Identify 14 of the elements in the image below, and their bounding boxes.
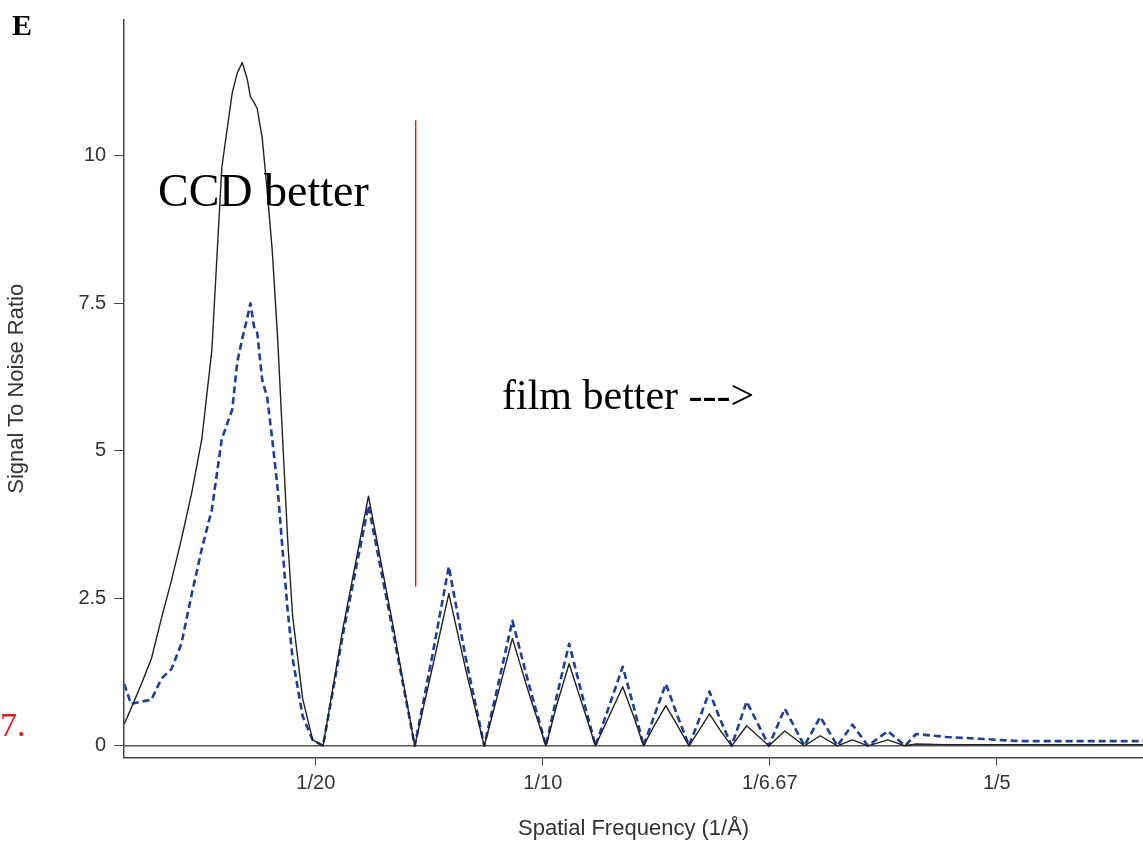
annotation: film better --->	[502, 372, 755, 418]
x-tick-label: 1/20	[296, 771, 336, 794]
y-tick-label: 10	[83, 143, 107, 166]
y-axis-title: Signal To Noise Ratio	[3, 283, 29, 494]
y-tick-label: 5	[95, 438, 107, 461]
x-tick-label: 1/10	[523, 771, 563, 794]
text: E	[12, 8, 33, 41]
y-tick-label: 0	[95, 733, 107, 756]
x-axis-title: Spatial Frequency (1/Å)	[518, 814, 750, 840]
text: 7.	[0, 706, 26, 743]
y-tick-label: 7.5	[78, 290, 107, 313]
x-tick-label: 1/6.67	[742, 771, 798, 794]
y-tick-label: 2.5	[78, 585, 107, 608]
x-tick-label: 1/5	[982, 771, 1011, 794]
